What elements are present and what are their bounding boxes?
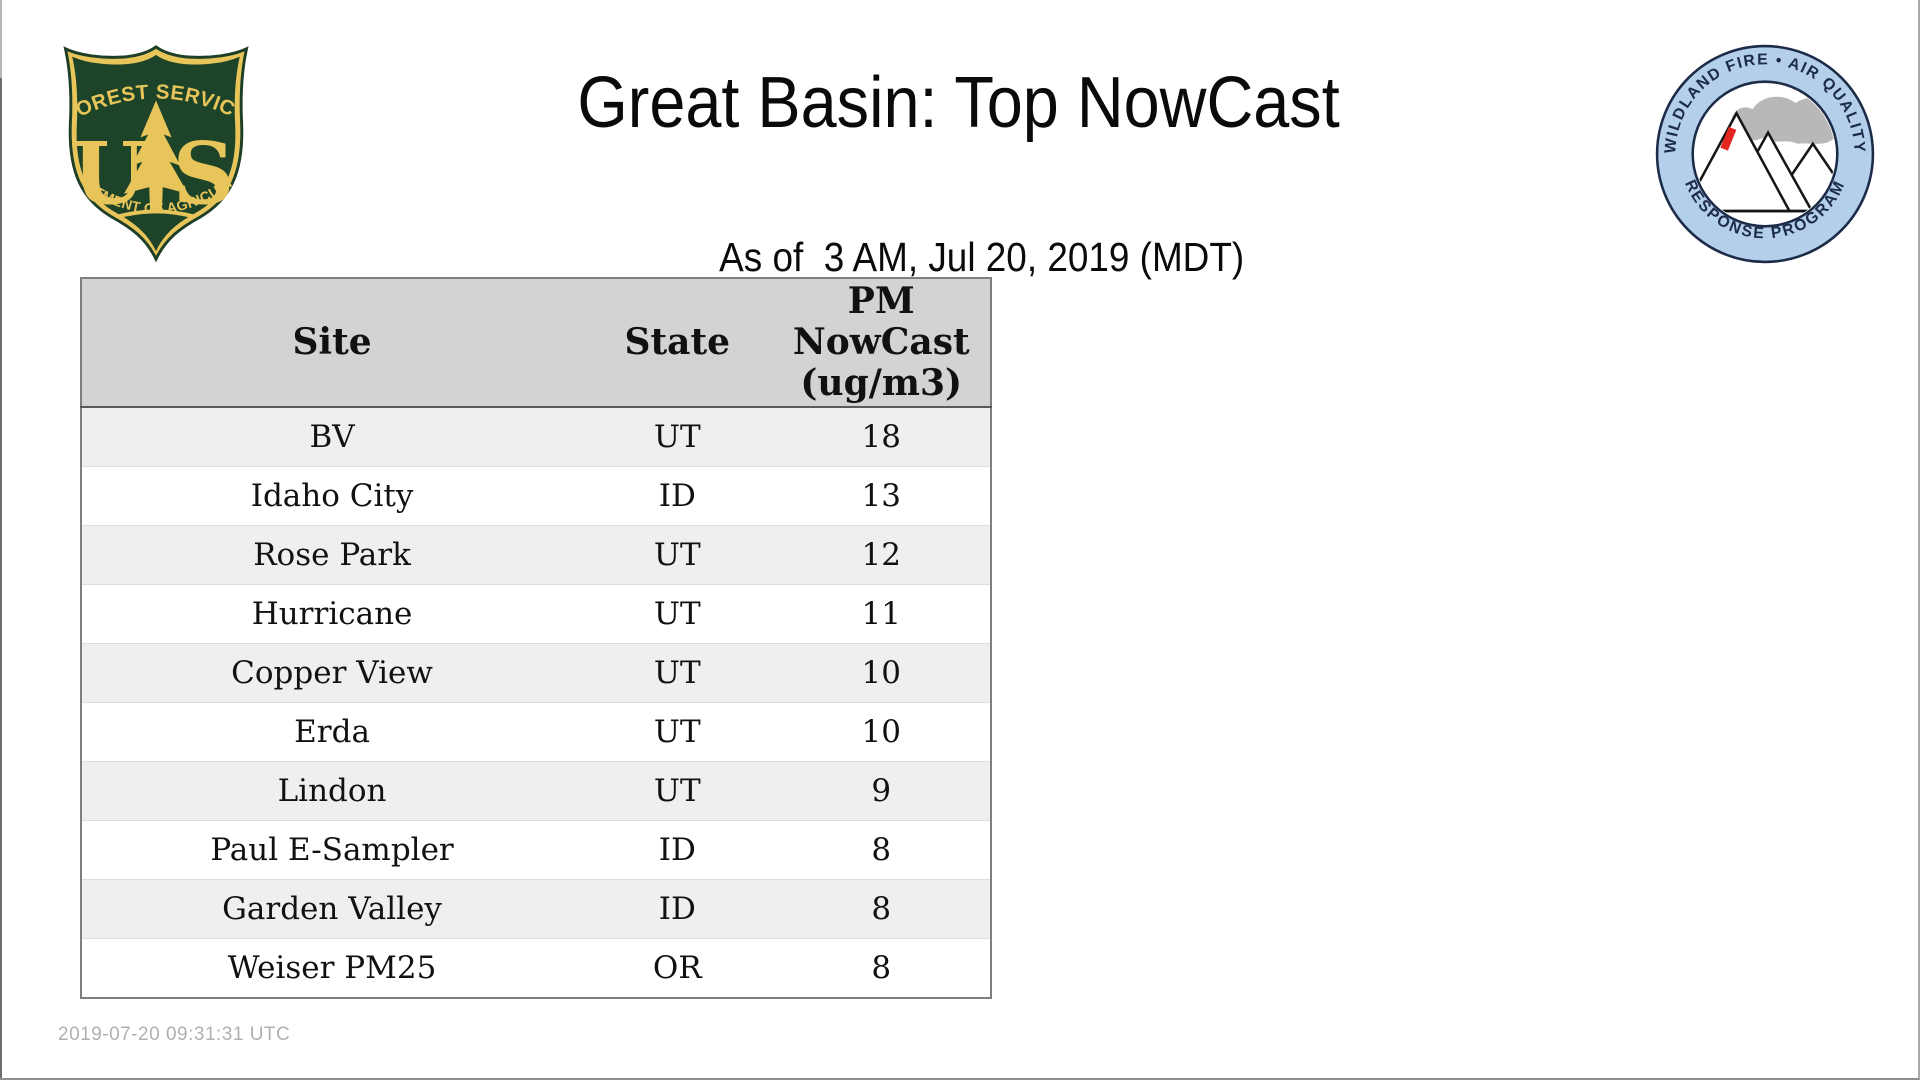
- smoke-plume-icon: [1731, 96, 1836, 144]
- value-cell: 12: [772, 525, 991, 585]
- state-cell: UT: [582, 584, 773, 644]
- site-cell: Hurricane: [81, 584, 583, 644]
- page-title: Great Basin: Top NowCast: [577, 63, 1341, 143]
- table-row: Paul E-Sampler ID 8: [81, 820, 991, 880]
- nowcast-table: Site State PM NowCast (ug/m3) BV UT 18 I…: [80, 277, 992, 999]
- pine-tree-icon: [123, 100, 189, 212]
- value-cell: 11: [772, 584, 991, 644]
- value-cell: 10: [772, 643, 991, 703]
- site-cell: Idaho City: [81, 466, 583, 526]
- site-cell: Weiser PM25: [81, 938, 583, 998]
- table-row: Garden Valley ID 8: [81, 879, 991, 939]
- state-cell: UT: [582, 761, 773, 821]
- state-cell: ID: [582, 466, 773, 526]
- value-cell: 8: [772, 879, 991, 939]
- page-left-border-top: [0, 0, 2, 78]
- col-header-site: Site: [81, 278, 583, 408]
- air-quality-program-logo-icon: WILDLAND FIRE • AIR QUALITY RESPONSE PRO…: [1655, 44, 1875, 264]
- table-row: Erda UT 10: [81, 702, 991, 762]
- site-cell: Paul E-Sampler: [81, 820, 583, 880]
- table-row: BV UT 18: [81, 407, 991, 467]
- table-row: Weiser PM25 OR 8: [81, 938, 991, 998]
- site-cell: BV: [81, 407, 583, 467]
- pine-tree-ground: [118, 209, 194, 219]
- page-left-border: [0, 0, 2, 1078]
- value-cell: 18: [772, 407, 991, 467]
- value-cell: 13: [772, 466, 991, 526]
- table-row: Copper View UT 10: [81, 643, 991, 703]
- fs-letter-s: S: [173, 125, 235, 225]
- state-cell: ID: [582, 820, 773, 880]
- state-cell: UT: [582, 407, 773, 467]
- flame-icon: [1720, 126, 1737, 151]
- site-cell: Garden Valley: [81, 879, 583, 939]
- col-header-pm-nowcast: PM NowCast (ug/m3): [772, 278, 991, 408]
- table-header-row: Site State PM NowCast (ug/m3): [81, 278, 991, 408]
- site-cell: Erda: [81, 702, 583, 762]
- value-cell: 8: [772, 938, 991, 998]
- generation-timestamp: 2019-07-20 09:31:31 UTC: [58, 1024, 291, 1045]
- value-cell: 8: [772, 820, 991, 880]
- page-subtitle: As of 3 AM, Jul 20, 2019 (MDT): [719, 234, 1245, 281]
- fs-letter-u: U: [72, 125, 147, 225]
- table-row: Rose Park UT 12: [81, 525, 991, 585]
- state-cell: UT: [582, 643, 773, 703]
- col-header-state: State: [582, 278, 773, 408]
- table-row: Hurricane UT 11: [81, 584, 991, 644]
- value-cell: 10: [772, 702, 991, 762]
- state-cell: OR: [582, 938, 773, 998]
- site-cell: Copper View: [81, 643, 583, 703]
- site-cell: Lindon: [81, 761, 583, 821]
- table-row: Lindon UT 9: [81, 761, 991, 821]
- state-cell: ID: [582, 879, 773, 939]
- site-cell: Rose Park: [81, 525, 583, 585]
- table-row: Idaho City ID 13: [81, 466, 991, 526]
- state-cell: UT: [582, 525, 773, 585]
- forest-service-logo-icon: FOREST SERVICE U S DEPARTMENT OF AGRICUL…: [56, 44, 249, 262]
- state-cell: UT: [582, 702, 773, 762]
- value-cell: 9: [772, 761, 991, 821]
